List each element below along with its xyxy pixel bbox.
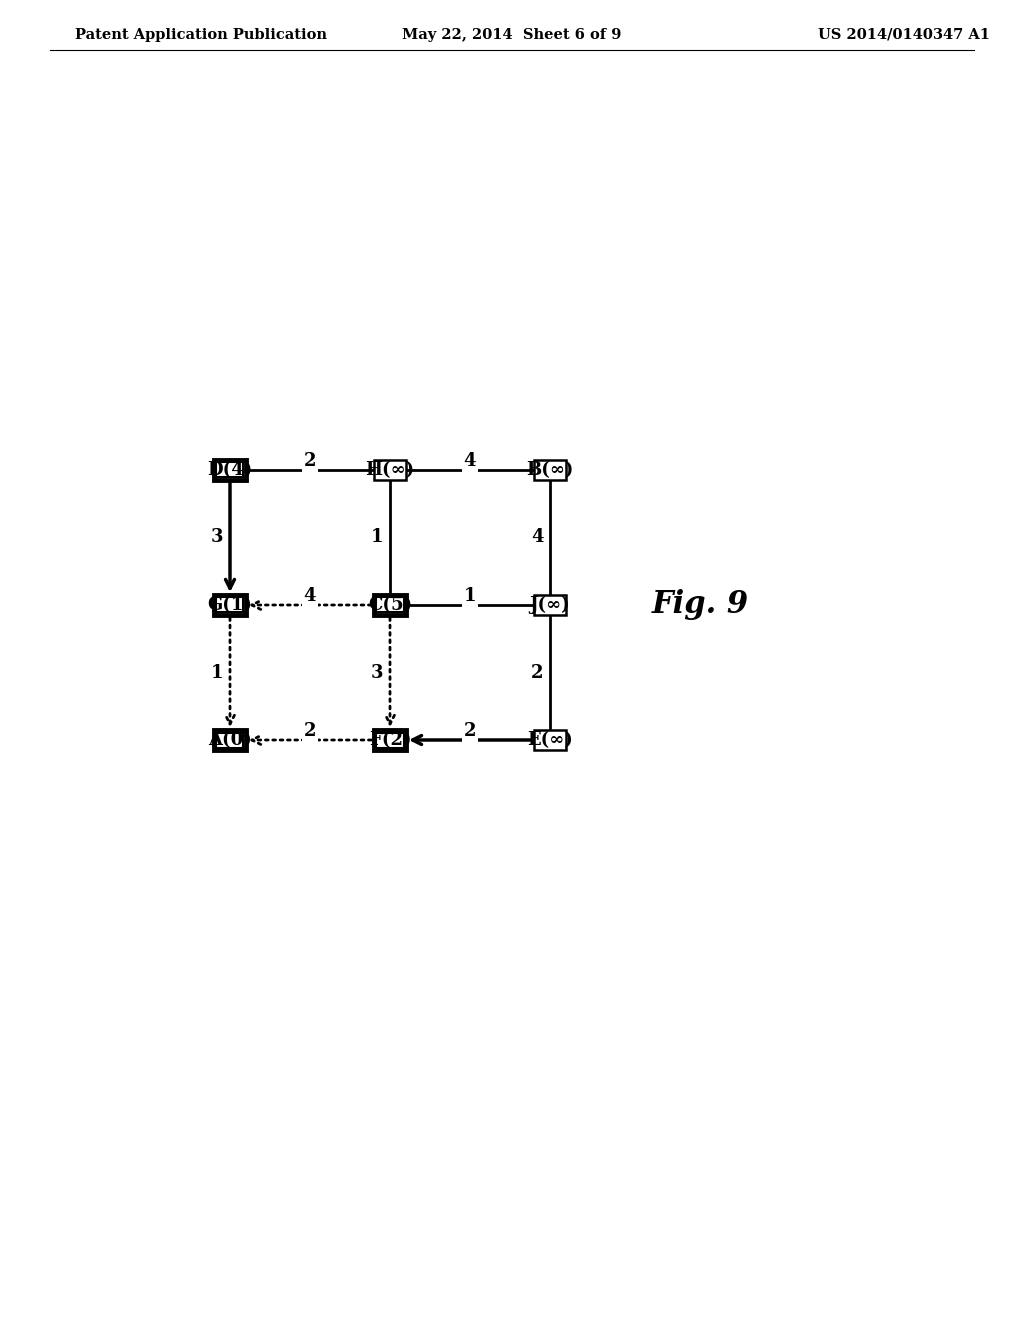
Text: Fig. 9: Fig. 9: [651, 590, 749, 620]
Bar: [377, 733, 403, 747]
Text: 4: 4: [464, 451, 476, 470]
Text: E(∞): E(∞): [527, 731, 572, 748]
Bar: [534, 595, 566, 615]
Bar: [374, 730, 406, 750]
Text: 2: 2: [304, 451, 316, 470]
Text: 4: 4: [530, 528, 544, 546]
Text: G(1): G(1): [208, 597, 253, 614]
Text: H(∞): H(∞): [366, 461, 415, 479]
Text: 1: 1: [211, 664, 223, 681]
Bar: [214, 459, 246, 480]
Text: Patent Application Publication: Patent Application Publication: [75, 28, 327, 42]
Text: C(5): C(5): [368, 597, 412, 614]
Text: B(∞): B(∞): [526, 461, 573, 479]
Text: 2: 2: [464, 722, 476, 741]
Text: 3: 3: [211, 528, 223, 546]
Bar: [374, 595, 406, 615]
Bar: [534, 459, 566, 480]
Bar: [216, 598, 244, 612]
Text: 2: 2: [530, 664, 544, 681]
Bar: [216, 733, 244, 747]
Bar: [374, 459, 406, 480]
Bar: [216, 462, 244, 478]
Text: D(4): D(4): [208, 461, 253, 479]
Text: 3: 3: [371, 664, 383, 681]
Text: A(0): A(0): [208, 731, 252, 748]
Text: J(∞): J(∞): [529, 595, 570, 614]
Bar: [214, 595, 246, 615]
Bar: [534, 730, 566, 750]
Bar: [377, 598, 403, 612]
Text: 1: 1: [371, 528, 383, 546]
Text: F(2): F(2): [369, 731, 412, 748]
Text: US 2014/0140347 A1: US 2014/0140347 A1: [818, 28, 990, 42]
Text: 2: 2: [304, 722, 316, 741]
Bar: [214, 730, 246, 750]
Text: 1: 1: [464, 587, 476, 605]
Text: May 22, 2014  Sheet 6 of 9: May 22, 2014 Sheet 6 of 9: [402, 28, 622, 42]
Text: 4: 4: [304, 587, 316, 605]
